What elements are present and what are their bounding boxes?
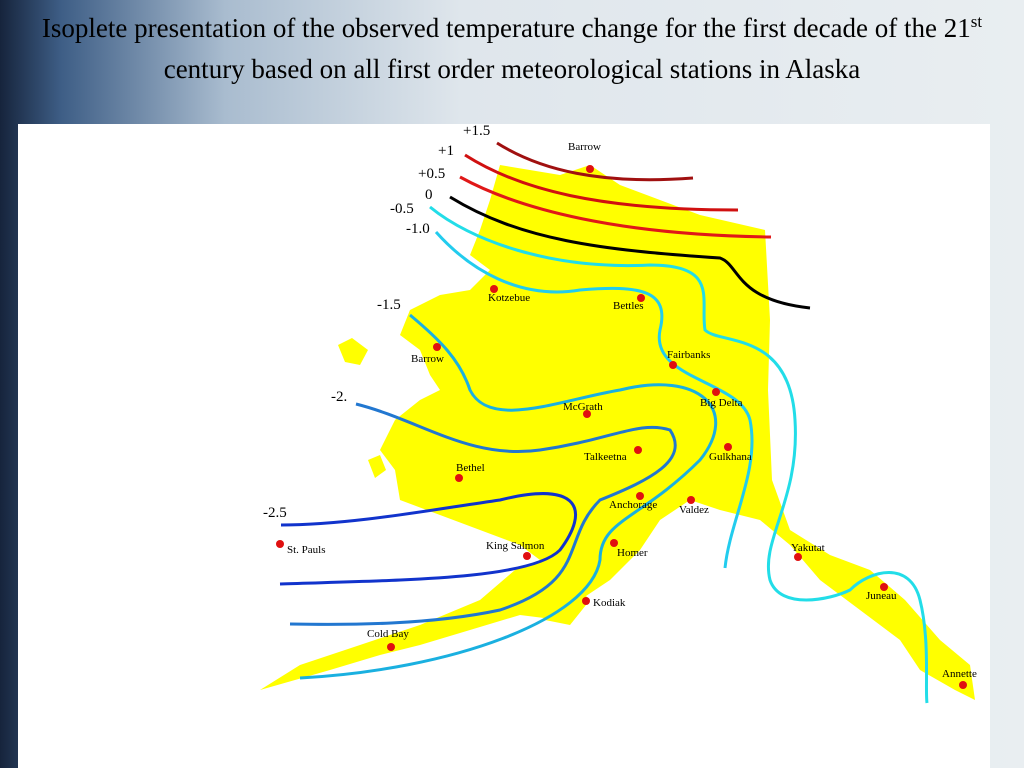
- station-label: Gulkhana: [709, 451, 752, 463]
- station-label: McGrath: [563, 401, 603, 413]
- station-label: Barrow: [411, 353, 444, 365]
- station-label: Fairbanks: [667, 349, 710, 361]
- station-dot: [880, 583, 888, 591]
- station-dot: [637, 294, 645, 302]
- station-dot: [959, 681, 967, 689]
- labels: +1.5 +1 +0.5 0 -0.5 -1.0 -1.5 -2. -2.5 Barrow Kotz…: [263, 123, 977, 689]
- station-dot: [387, 643, 395, 651]
- station-label: Talkeetna: [584, 451, 627, 463]
- isoline-label: +1: [438, 143, 454, 159]
- station-dot: [276, 540, 284, 548]
- station-label: Kotzebue: [488, 292, 530, 304]
- isoline-label: +1.5: [463, 123, 490, 139]
- station-label: Valdez: [679, 504, 709, 516]
- title-text: century based on all first order meteoro…: [163, 54, 861, 84]
- title-text: Isoplete presentation of the observed te…: [41, 13, 971, 43]
- station-label: Big Delta: [700, 397, 743, 409]
- isoline: [289, 402, 677, 626]
- slide-title: Isoplete presentation of the observed te…: [0, 8, 1024, 90]
- station-label: Barrow: [568, 141, 601, 153]
- isoline-label: -2.: [331, 389, 347, 405]
- station-label: St. Pauls: [287, 544, 326, 556]
- isoline-label: 0: [425, 187, 433, 203]
- station-label: Kodiak: [593, 597, 626, 609]
- isoline: [464, 153, 739, 212]
- station-label: Yakutat: [791, 542, 825, 554]
- isoline: [279, 492, 577, 586]
- station-label: Homer: [617, 547, 648, 559]
- station-dot: [582, 597, 590, 605]
- station-dot: [583, 410, 591, 418]
- station-dot: [610, 539, 618, 547]
- isoline: [434, 230, 754, 569]
- station-dot: [636, 492, 644, 500]
- station-label: Bettles: [613, 300, 644, 312]
- station-dot: [455, 474, 463, 482]
- station-dot: [669, 361, 677, 369]
- isoline: [299, 313, 718, 680]
- station-label: Cold Bay: [367, 628, 409, 640]
- station-label: King Salmon: [486, 540, 545, 552]
- isoline-label: -1.5: [377, 297, 401, 313]
- station-label: Anchorage: [609, 499, 657, 511]
- station-dot: [724, 443, 732, 451]
- station-dot: [634, 446, 642, 454]
- station-dot: [586, 165, 594, 173]
- isoline-label: -0.5: [390, 201, 414, 217]
- isoline: [496, 141, 694, 182]
- isolines: [279, 141, 929, 704]
- isoline: [449, 195, 811, 310]
- title-superscript: st: [970, 12, 983, 31]
- station-dot: [433, 343, 441, 351]
- isoline-label: -1.0: [406, 221, 430, 237]
- station-label: Bethel: [456, 462, 485, 474]
- station-dot: [523, 552, 531, 560]
- isoline: [429, 205, 929, 704]
- station-dot: [490, 285, 498, 293]
- station-dot: [687, 496, 695, 504]
- isoline-label: +0.5: [418, 166, 445, 182]
- station-label: Annette: [942, 668, 977, 680]
- station-dot: [712, 388, 720, 396]
- station-label: Juneau: [866, 590, 897, 602]
- station-dot: [794, 553, 802, 561]
- isoline-label: -2.5: [263, 505, 287, 521]
- isoline: [459, 175, 772, 239]
